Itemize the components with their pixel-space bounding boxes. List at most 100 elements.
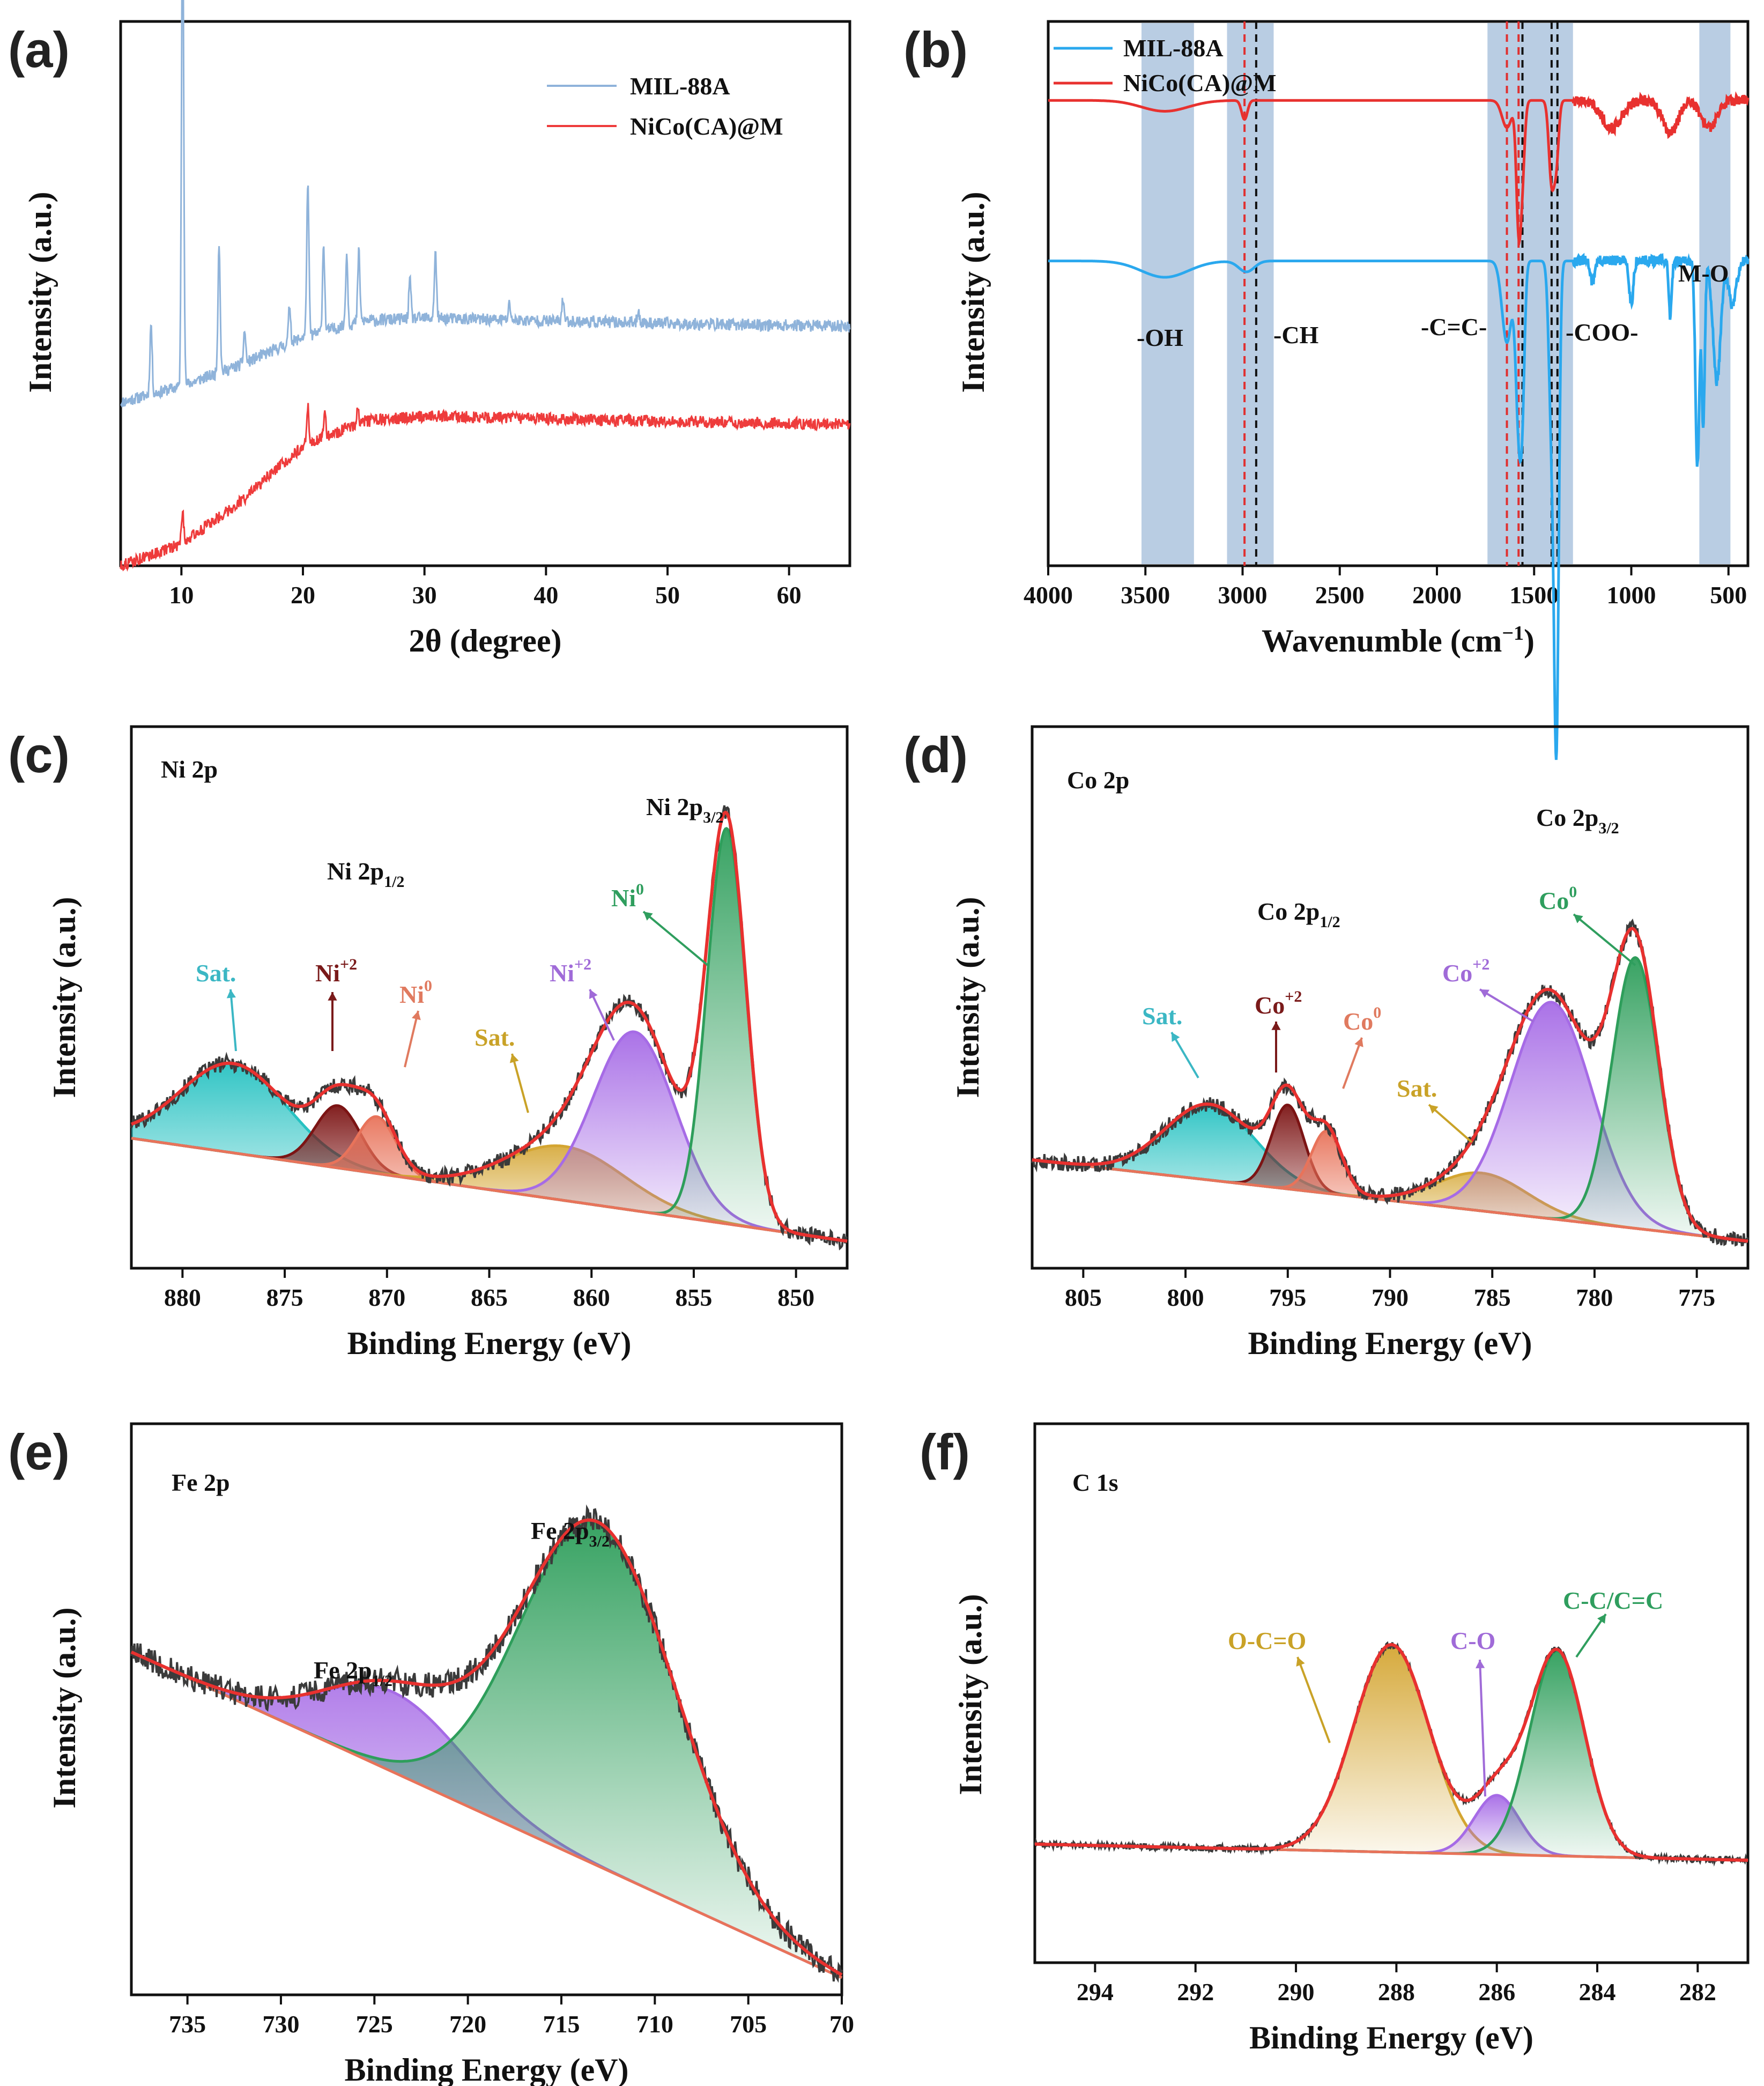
x-tick-label-d: 795	[1269, 1284, 1306, 1311]
x-tick-label-f: 292	[1177, 1978, 1214, 2006]
peak-label: Co0	[1539, 883, 1577, 914]
x-tick-label-c: 870	[368, 1284, 405, 1311]
component-fill	[1035, 1651, 1748, 1861]
panel-label-e: (e)	[8, 1424, 70, 1480]
y-axis-title-c: Intensity (a.u.)	[47, 897, 82, 1098]
label-arrow	[1479, 1659, 1486, 1797]
x-tick-label-b: 2000	[1412, 581, 1462, 609]
y-axis-title-a: Intensity (a.u.)	[23, 191, 58, 393]
legend-label: MIL-88A	[1123, 34, 1224, 62]
x-tick-label-d: 780	[1576, 1284, 1613, 1311]
series-line-mil88a	[120, 0, 851, 408]
band-annotation: -OH	[1137, 324, 1183, 351]
legend-label: NiCo(CA)@M	[1123, 69, 1277, 97]
raw-spectrum	[130, 805, 848, 1251]
peak-label: Sat.	[1397, 1075, 1437, 1102]
x-tick-label-a: 30	[412, 581, 437, 609]
label-arrowhead	[1354, 1038, 1363, 1047]
x-tick-label-a: 20	[291, 581, 315, 609]
label-arrow	[404, 1010, 419, 1068]
panel-label-c: (c)	[8, 727, 70, 783]
peak-label: Ni+2	[550, 956, 591, 987]
band-annotation: -C=C-	[1421, 313, 1487, 341]
label-arrow	[1170, 1031, 1199, 1079]
plot-frame-f	[1033, 1422, 1750, 1964]
label-arrow	[1296, 1656, 1331, 1743]
x-tick-label-d: 800	[1167, 1284, 1204, 1311]
peak-label: Ni 2p	[161, 756, 218, 783]
peak-label: C 1s	[1072, 1469, 1118, 1496]
fit-envelope	[130, 1518, 843, 1977]
panel-label-b: (b)	[903, 21, 968, 78]
x-tick-label-e: 715	[543, 2010, 580, 2038]
x-tick-label-b: 1000	[1607, 581, 1656, 609]
x-axis-title-a: 2θ (degree)	[409, 623, 561, 659]
label-arrowhead	[1597, 1614, 1606, 1624]
panel-e: (e) 735 730 725 720 715 710 705 70 Binding Energy…	[8, 1422, 854, 2086]
panel-c: (c) 880 875 870 865 860 855 850 Binding Energy (…	[8, 725, 849, 1361]
x-axis-title-c: Binding Energy (eV)	[347, 1326, 631, 1361]
label-arrowhead	[1172, 1032, 1180, 1042]
x-tick-label-b: 3000	[1218, 581, 1268, 609]
panel-label-a: (a)	[8, 21, 70, 78]
fit-envelope	[130, 810, 848, 1243]
label-arrow	[642, 911, 709, 966]
peak-label: Fe 2p1/2	[314, 1656, 392, 1690]
x-tick-label-f: 288	[1378, 1978, 1415, 2006]
peak-label: Co+2	[1442, 956, 1489, 987]
label-arrowhead	[226, 989, 236, 998]
label-arrow	[589, 989, 615, 1041]
x-tick-label-e: 735	[169, 2010, 206, 2038]
component-fill	[131, 1521, 842, 1978]
panel-d: (d) 805 800 795 790 785 780 775 Binding Energy (…	[903, 725, 1750, 1361]
peak-label: Co0	[1343, 1004, 1381, 1035]
x-tick-label-a: 10	[169, 581, 194, 609]
panel-a: (a) 10 20 30 40 50 60 2θ (degree) Intensity (a.u…	[8, 0, 851, 659]
legend-label: MIL-88A	[630, 72, 730, 100]
y-axis-title-e: Intensity (a.u.)	[47, 1607, 82, 1808]
x-axis-title-f: Binding Energy (eV)	[1249, 2020, 1533, 2055]
label-arrowhead	[643, 912, 653, 921]
series-line-nicoca-m	[120, 403, 851, 572]
panel-f: (f) 294 292 290 288 286 284 282 Binding Energy (…	[920, 1422, 1750, 2055]
x-tick-label-c: 860	[573, 1284, 610, 1311]
x-tick-label-b: 500	[1710, 581, 1747, 609]
y-axis-title-d: Intensity (a.u.)	[950, 897, 985, 1098]
plot-frame-e	[130, 1422, 843, 1996]
x-tick-label-b: 4000	[1024, 581, 1073, 609]
component-fill	[131, 1105, 847, 1241]
label-arrow	[1342, 1037, 1363, 1089]
background-line	[130, 1651, 843, 1979]
series-line-nicoca-m	[1048, 91, 1750, 246]
label-arrowhead	[411, 1011, 421, 1020]
peak-label: Ni+2	[315, 956, 357, 987]
x-tick-label-f: 284	[1579, 1978, 1616, 2006]
label-arrow	[229, 989, 237, 1052]
band-annotation: M-O	[1678, 260, 1729, 287]
peak-label: Ni0	[611, 881, 644, 912]
x-tick-label-d: 790	[1372, 1284, 1409, 1311]
x-axis-title-b: Wavenumble (cm−1)	[1262, 622, 1535, 659]
x-tick-label-d: 775	[1678, 1284, 1715, 1311]
component-fill	[1032, 1104, 1748, 1241]
legend-label: NiCo(CA)@M	[630, 113, 783, 140]
x-tick-label-c: 865	[471, 1284, 508, 1311]
label-arrow	[1428, 1104, 1473, 1143]
band-annotation: -COO-	[1566, 319, 1638, 346]
band-annotation: -CH	[1273, 321, 1319, 349]
x-tick-label-e: 70	[829, 2010, 854, 2038]
x-tick-label-e: 705	[730, 2010, 767, 2038]
series-line-mil88a	[1048, 253, 1750, 760]
peak-label: Co 2p3/2	[1536, 804, 1619, 837]
peak-label: Ni 2p3/2	[646, 793, 723, 826]
label-arrowhead	[1271, 1022, 1281, 1030]
label-arrowhead	[1574, 914, 1583, 923]
panel-b: (b) 4000 3500 3000 2500 2000 1500 1000 500 Wavenu…	[903, 20, 1750, 760]
background-line	[131, 1137, 848, 1242]
peak-label: C-O	[1450, 1627, 1495, 1654]
plot-frame-a	[119, 20, 851, 567]
component-fill	[1032, 957, 1748, 1241]
panel-label-f: (f)	[920, 1424, 970, 1480]
x-tick-label-b: 1500	[1509, 581, 1559, 609]
